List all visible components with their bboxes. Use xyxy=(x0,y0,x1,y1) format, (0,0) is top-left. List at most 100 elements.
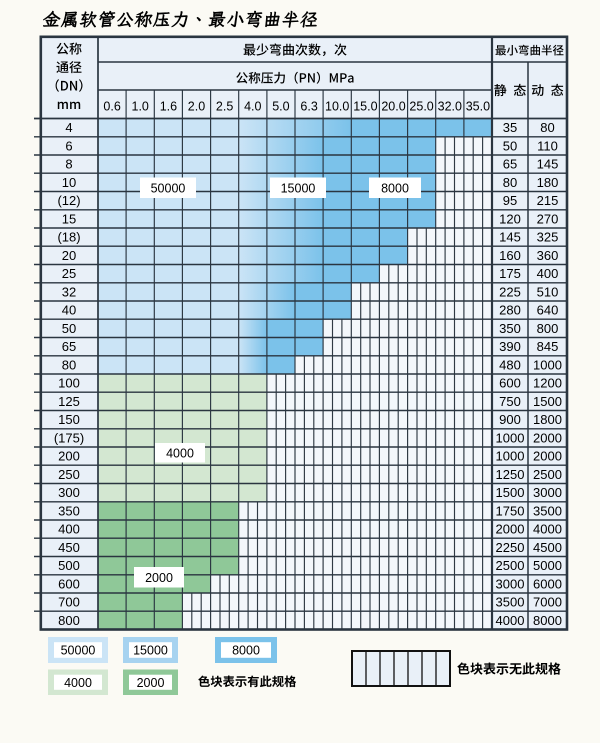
svg-text:510: 510 xyxy=(537,285,559,300)
svg-text:25: 25 xyxy=(62,266,76,281)
svg-text:160: 160 xyxy=(499,248,521,263)
svg-text:800: 800 xyxy=(537,321,559,336)
svg-text:80: 80 xyxy=(62,358,76,373)
svg-text:8000: 8000 xyxy=(381,181,409,195)
svg-text:250: 250 xyxy=(58,467,80,482)
svg-text:2000: 2000 xyxy=(137,676,165,690)
svg-text:3500: 3500 xyxy=(496,595,525,610)
svg-text:2500: 2500 xyxy=(496,558,525,573)
svg-text:3000: 3000 xyxy=(533,485,562,500)
svg-text:2000: 2000 xyxy=(145,571,173,585)
svg-text:360: 360 xyxy=(537,248,559,263)
svg-text:150: 150 xyxy=(58,412,80,427)
svg-text:50: 50 xyxy=(503,139,517,154)
svg-text:7000: 7000 xyxy=(533,595,562,610)
svg-text:20.0: 20.0 xyxy=(381,100,405,114)
svg-text:32.0: 32.0 xyxy=(438,100,462,114)
svg-text:95: 95 xyxy=(503,193,517,208)
svg-text:1800: 1800 xyxy=(533,412,562,427)
svg-text:845: 845 xyxy=(537,339,559,354)
svg-text:8000: 8000 xyxy=(533,613,562,628)
svg-text:400: 400 xyxy=(537,266,559,281)
svg-text:1000: 1000 xyxy=(533,358,562,373)
svg-text:500: 500 xyxy=(58,558,80,573)
svg-text:15.0: 15.0 xyxy=(353,100,377,114)
svg-text:215: 215 xyxy=(537,193,559,208)
svg-text:390: 390 xyxy=(499,339,521,354)
svg-text:2250: 2250 xyxy=(496,540,525,555)
svg-text:15000: 15000 xyxy=(281,181,316,195)
svg-text:600: 600 xyxy=(499,376,521,391)
svg-text:6.3: 6.3 xyxy=(300,100,317,114)
svg-text:5.0: 5.0 xyxy=(272,100,289,114)
svg-text:900: 900 xyxy=(499,412,521,427)
svg-text:1500: 1500 xyxy=(496,485,525,500)
svg-text:1200: 1200 xyxy=(533,376,562,391)
svg-text:280: 280 xyxy=(499,303,521,318)
svg-text:4000: 4000 xyxy=(166,446,194,460)
svg-text:800: 800 xyxy=(58,613,80,628)
svg-text:350: 350 xyxy=(58,504,80,519)
svg-text:3500: 3500 xyxy=(533,504,562,519)
svg-text:2000: 2000 xyxy=(533,431,562,446)
svg-text:100: 100 xyxy=(58,376,80,391)
svg-text:145: 145 xyxy=(499,230,521,245)
svg-text:110: 110 xyxy=(537,139,558,154)
svg-text:200: 200 xyxy=(58,449,80,464)
svg-text:1500: 1500 xyxy=(533,394,562,409)
svg-text:(175): (175) xyxy=(54,431,84,446)
svg-text:2.0: 2.0 xyxy=(188,100,205,114)
svg-text:(18): (18) xyxy=(57,230,80,245)
svg-text:270: 270 xyxy=(537,212,559,227)
svg-text:2000: 2000 xyxy=(496,522,525,537)
svg-text:640: 640 xyxy=(537,303,559,318)
svg-text:40: 40 xyxy=(62,303,76,318)
svg-text:10.0: 10.0 xyxy=(325,100,349,114)
svg-text:50000: 50000 xyxy=(151,181,186,195)
svg-text:4: 4 xyxy=(65,120,72,135)
svg-text:4000: 4000 xyxy=(533,522,562,537)
svg-text:50000: 50000 xyxy=(61,644,96,658)
svg-text:50: 50 xyxy=(62,321,76,336)
svg-text:120: 120 xyxy=(499,212,521,227)
svg-text:32: 32 xyxy=(62,285,76,300)
svg-text:8: 8 xyxy=(65,157,72,172)
svg-text:350: 350 xyxy=(499,321,521,336)
svg-text:10: 10 xyxy=(62,175,76,190)
svg-text:325: 325 xyxy=(537,230,559,245)
svg-text:180: 180 xyxy=(537,175,559,190)
svg-text:1.6: 1.6 xyxy=(160,100,177,114)
svg-text:1000: 1000 xyxy=(496,431,525,446)
svg-text:225: 225 xyxy=(499,285,521,300)
svg-text:4000: 4000 xyxy=(64,676,92,690)
svg-text:4000: 4000 xyxy=(496,613,525,628)
svg-text:4500: 4500 xyxy=(533,540,562,555)
svg-text:480: 480 xyxy=(499,358,521,373)
svg-text:600: 600 xyxy=(58,577,80,592)
svg-text:15000: 15000 xyxy=(133,644,168,658)
svg-text:65: 65 xyxy=(503,157,517,172)
svg-text:1.0: 1.0 xyxy=(132,100,149,114)
svg-text:2500: 2500 xyxy=(533,467,562,482)
svg-text:25.0: 25.0 xyxy=(409,100,433,114)
svg-text:700: 700 xyxy=(58,595,80,610)
svg-text:65: 65 xyxy=(62,339,76,354)
svg-text:5000: 5000 xyxy=(533,558,562,573)
svg-text:750: 750 xyxy=(499,394,521,409)
svg-text:35.0: 35.0 xyxy=(466,100,490,114)
svg-text:1750: 1750 xyxy=(496,504,525,519)
svg-text:8000: 8000 xyxy=(232,644,260,658)
svg-text:1250: 1250 xyxy=(496,467,525,482)
svg-text:3000: 3000 xyxy=(496,577,525,592)
svg-text:400: 400 xyxy=(58,522,80,537)
svg-text:300: 300 xyxy=(58,485,80,500)
svg-text:15: 15 xyxy=(62,212,76,227)
svg-text:6000: 6000 xyxy=(533,577,562,592)
svg-text:20: 20 xyxy=(62,248,76,263)
svg-text:80: 80 xyxy=(503,175,517,190)
svg-text:2.5: 2.5 xyxy=(216,100,233,114)
svg-text:1000: 1000 xyxy=(496,449,525,464)
svg-text:125: 125 xyxy=(58,394,80,409)
svg-text:2000: 2000 xyxy=(533,449,562,464)
svg-text:450: 450 xyxy=(58,540,80,555)
